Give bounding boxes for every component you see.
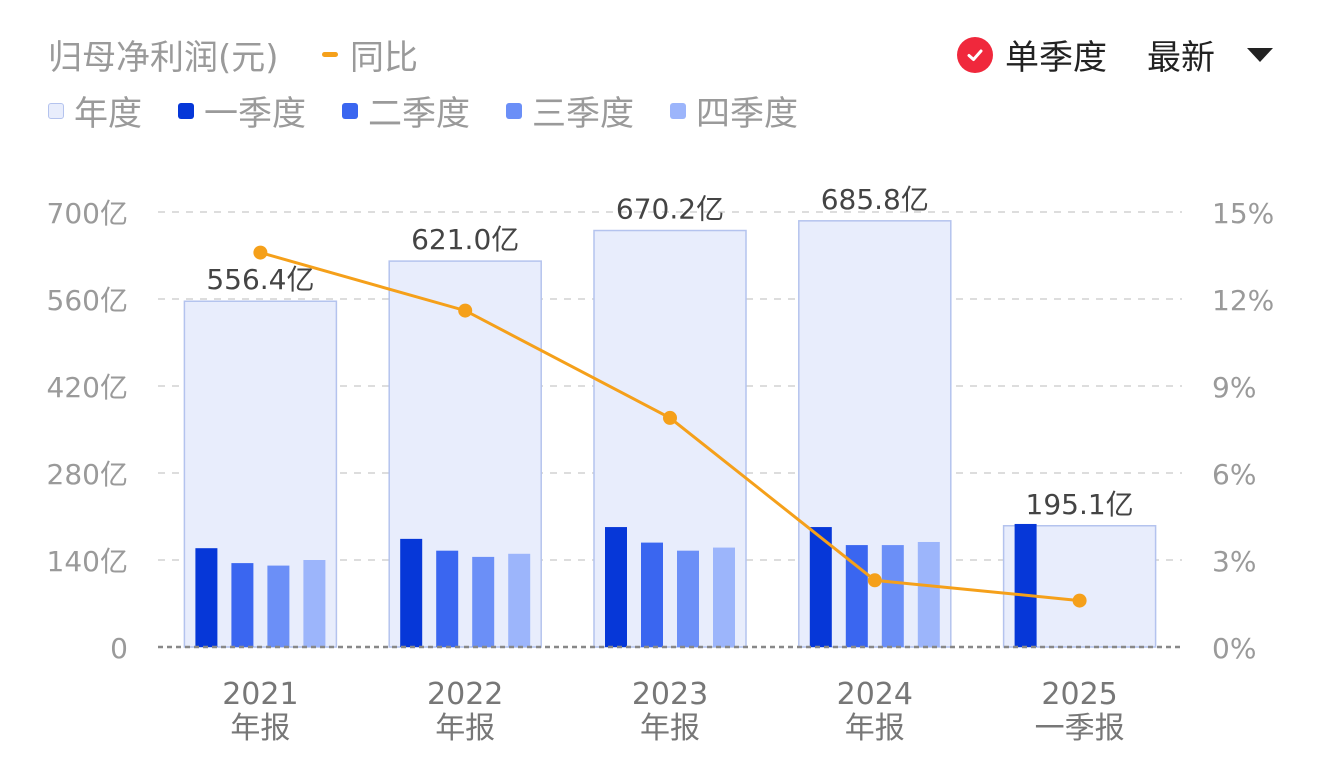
y-right-tick-label: 15% bbox=[1212, 197, 1274, 230]
chart-header: 归母净利润(元) 同比 单季度 最新 年度 一季度 二季度 三季度 bbox=[0, 0, 1317, 140]
data-labels-layer: 556.4亿 621.0亿 670.2亿 685.8亿 195.1亿 bbox=[206, 183, 1133, 521]
quarter-bar bbox=[195, 548, 218, 647]
x-tick-label-year: 2023 bbox=[632, 677, 708, 712]
quarter-bar bbox=[881, 545, 904, 647]
y-right-tick-label: 12% bbox=[1212, 284, 1274, 317]
x-tick-label-year: 2021 bbox=[222, 677, 298, 712]
quarter-bar bbox=[472, 556, 495, 647]
x-tick-label-period: 年报 bbox=[845, 711, 905, 746]
legend-swatch-q1 bbox=[178, 102, 194, 119]
latest-dropdown-label[interactable]: 最新 bbox=[1147, 38, 1215, 78]
yoy-legend[interactable]: 同比 bbox=[322, 30, 418, 79]
legend-label: 四季度 bbox=[696, 94, 798, 134]
annual-value-label: 195.1亿 bbox=[1026, 488, 1134, 521]
legend-label: 年度 bbox=[74, 94, 142, 134]
chart-controls: 单季度 最新 bbox=[957, 30, 1273, 79]
legend-item-annual[interactable]: 年度 bbox=[48, 86, 142, 135]
quarter-bar bbox=[677, 550, 699, 647]
annual-bars-layer bbox=[183, 220, 1157, 648]
quarter-bar bbox=[713, 547, 735, 647]
yoy-line-swatch bbox=[322, 52, 338, 57]
annual-value-label: 685.8亿 bbox=[821, 183, 929, 216]
quarter-bar bbox=[641, 542, 663, 647]
y-left-tick-label: 0 bbox=[110, 632, 128, 665]
yoy-line-layer bbox=[253, 245, 1087, 608]
x-tick-label-period: 年报 bbox=[435, 711, 495, 746]
quarter-bar bbox=[231, 563, 254, 647]
y-right-tick-label: 9% bbox=[1212, 371, 1256, 404]
quarter-bar bbox=[436, 550, 459, 647]
yoy-point bbox=[867, 573, 882, 588]
quarter-bar bbox=[303, 560, 326, 647]
x-tick-label-year: 2025 bbox=[1041, 677, 1117, 712]
y-left-tick-label: 420亿 bbox=[47, 371, 128, 404]
legend-swatch-q4 bbox=[670, 102, 686, 119]
y-right-tick-label: 3% bbox=[1212, 545, 1256, 578]
quarter-bar bbox=[809, 527, 832, 647]
y-right-tick-label: 0% bbox=[1212, 632, 1256, 665]
yoy-point bbox=[253, 245, 268, 260]
x-tick-label-period: 年报 bbox=[230, 711, 290, 746]
legend-label: 三季度 bbox=[532, 94, 634, 134]
legend-item-q3[interactable]: 三季度 bbox=[506, 86, 634, 135]
quarter-bar bbox=[1014, 523, 1037, 647]
yoy-point bbox=[458, 303, 473, 318]
legend-label: 一季度 bbox=[204, 94, 306, 134]
y-left-tick-label: 280亿 bbox=[47, 458, 128, 491]
legend-label: 二季度 bbox=[368, 94, 470, 134]
yoy-point bbox=[663, 410, 677, 425]
annual-value-label: 621.0亿 bbox=[411, 223, 519, 256]
legend-item-q2[interactable]: 二季度 bbox=[342, 86, 470, 135]
y-left-tick-label: 560亿 bbox=[47, 284, 128, 317]
y-right-tick-label: 6% bbox=[1212, 458, 1256, 491]
dropdown-arrow-icon[interactable] bbox=[1247, 47, 1273, 62]
yoy-legend-label: 同比 bbox=[350, 38, 418, 78]
legend-item-q4[interactable]: 四季度 bbox=[670, 86, 798, 135]
single-quarter-toggle-label[interactable]: 单季度 bbox=[1005, 38, 1107, 78]
x-tick-label-year: 2024 bbox=[837, 677, 913, 712]
quarter-bar bbox=[267, 565, 290, 647]
chart-title: 归母净利润(元) bbox=[48, 38, 279, 78]
x-tick-label-period: 一季报 bbox=[1035, 711, 1125, 746]
quarter-bar bbox=[917, 541, 940, 647]
quarter-bar bbox=[400, 538, 423, 647]
axis-layer: 0 0%140亿 3%280亿 6%420亿 9%560亿 12%700亿 15%2021年… bbox=[47, 197, 1275, 746]
quarter-bar bbox=[508, 553, 531, 647]
y-left-tick-label: 140亿 bbox=[47, 545, 128, 578]
annual-value-label: 556.4亿 bbox=[206, 263, 314, 296]
x-tick-label-year: 2022 bbox=[427, 677, 503, 712]
check-icon[interactable] bbox=[957, 36, 993, 73]
legend-item-q1[interactable]: 一季度 bbox=[178, 86, 306, 135]
x-tick-label-period: 年报 bbox=[640, 711, 700, 746]
y-left-tick-label: 700亿 bbox=[47, 197, 128, 230]
series-legend: 年度 一季度 二季度 三季度 四季度 bbox=[48, 86, 834, 135]
yoy-point bbox=[1072, 593, 1087, 608]
legend-swatch-annual bbox=[48, 102, 64, 119]
quarter-bar bbox=[605, 527, 627, 647]
annual-value-label: 670.2亿 bbox=[616, 193, 724, 226]
quarter-bars-layer bbox=[195, 523, 1037, 647]
legend-swatch-q3 bbox=[506, 102, 522, 119]
checkmark-glyph bbox=[967, 49, 983, 61]
legend-swatch-q2 bbox=[342, 102, 358, 119]
